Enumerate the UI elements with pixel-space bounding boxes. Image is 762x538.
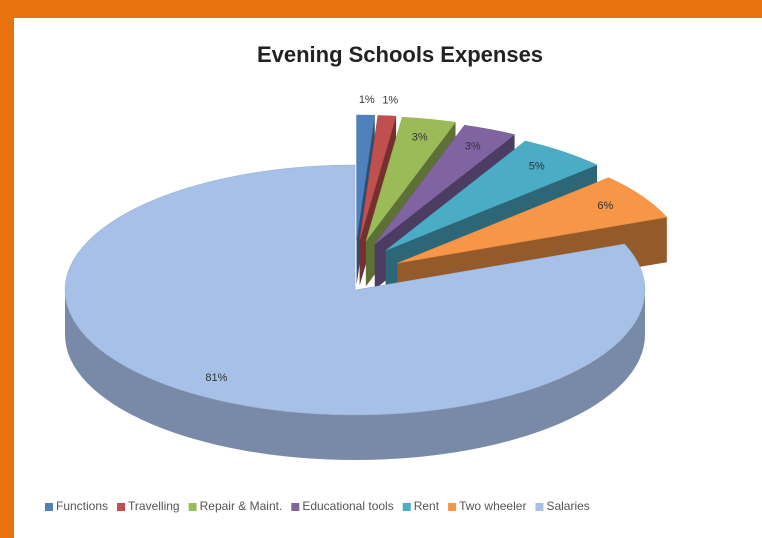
legend-swatch: [117, 503, 126, 511]
legend-label: Two wheeler: [459, 499, 526, 513]
chart-title: Evening Schools Expenses: [257, 42, 543, 67]
data-label: 6%: [597, 200, 613, 212]
top-border: [0, 0, 762, 18]
data-label: 1%: [359, 94, 375, 106]
slice: [385, 140, 598, 251]
slice: [365, 116, 456, 242]
data-label: 81%: [205, 372, 227, 384]
legend-label: Salaries: [546, 499, 589, 513]
data-label: 1%: [382, 95, 398, 107]
data-label: 5%: [529, 160, 545, 172]
legend-swatch: [448, 503, 457, 511]
slice: [359, 115, 397, 241]
legend-swatch: [291, 503, 300, 511]
legend-label: Educational tools: [302, 499, 393, 513]
legend-label: Functions: [56, 499, 108, 513]
legend-swatch: [188, 503, 197, 511]
data-label: 3%: [412, 131, 428, 143]
slice-side: [65, 290, 645, 460]
left-border: [0, 0, 14, 538]
slice: [356, 114, 376, 241]
data-label: 3%: [465, 141, 481, 153]
legend-label: Rent: [414, 499, 440, 513]
slice: [374, 124, 516, 245]
legend-swatch: [45, 503, 53, 511]
slice: [397, 177, 668, 264]
legend-swatch: [535, 503, 544, 511]
legend-label: Travelling: [128, 499, 180, 513]
legend-label: Repair & Maint.: [200, 499, 283, 513]
legend-swatch: [402, 503, 411, 511]
slice: [64, 164, 646, 416]
